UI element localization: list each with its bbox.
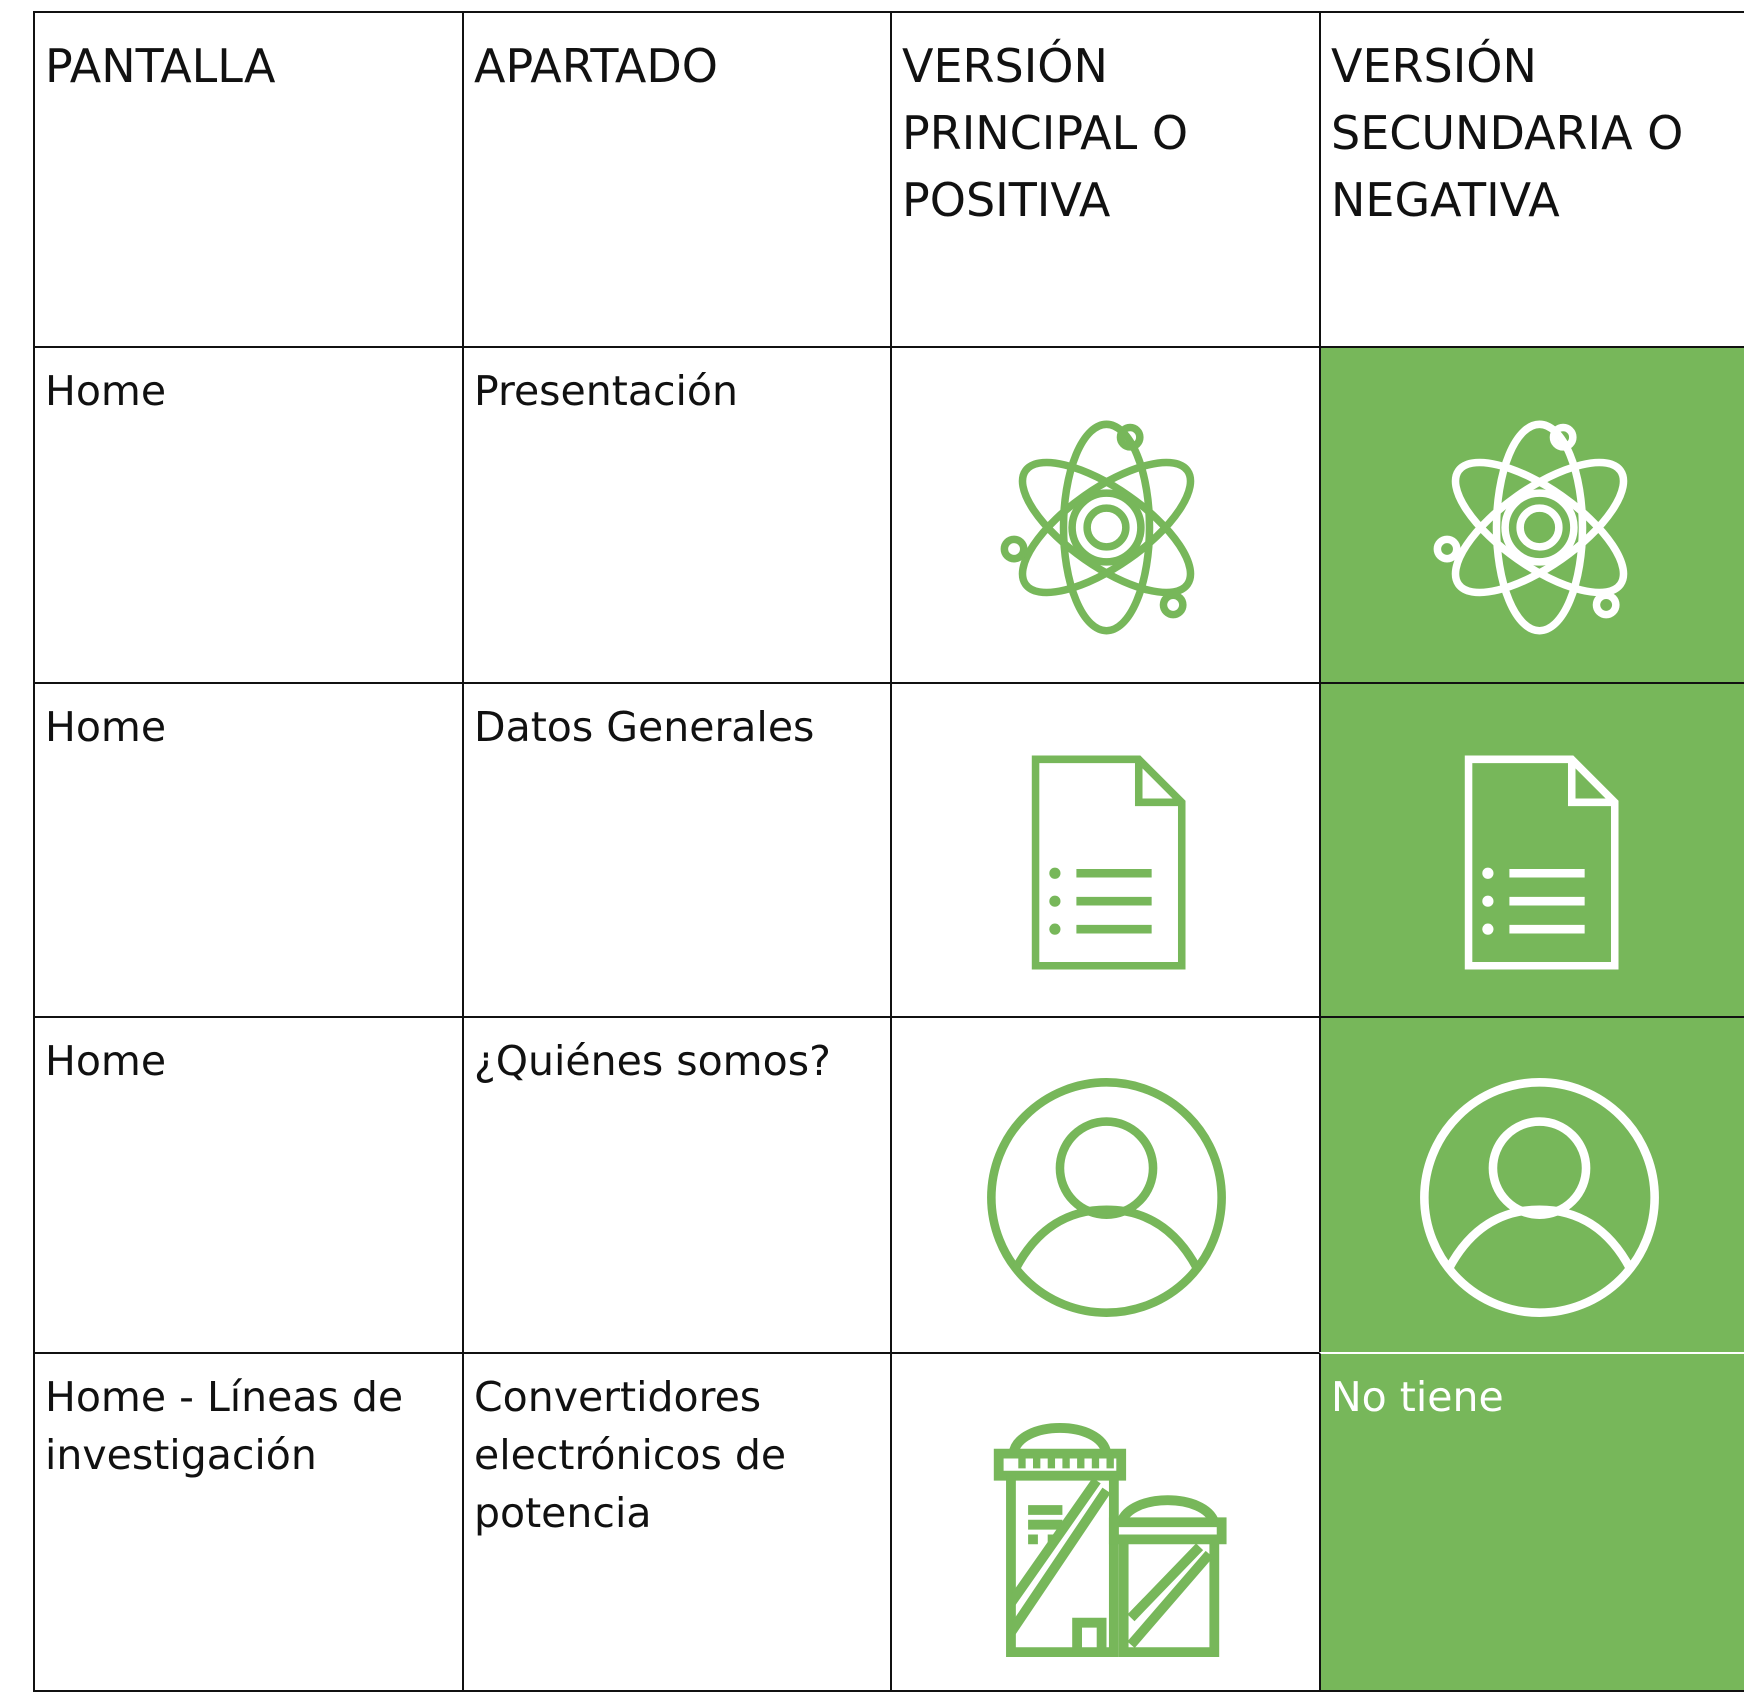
header-cell: VERSIÓN PRINCIPAL O POSITIVA bbox=[890, 11, 1321, 348]
apartado-cell: Datos Generales bbox=[462, 682, 892, 1018]
user-icon bbox=[984, 1075, 1229, 1320]
user-icon bbox=[1417, 1075, 1662, 1320]
header-cell: PANTALLA bbox=[33, 11, 464, 348]
document-icon bbox=[999, 755, 1214, 970]
note-cell: No tiene bbox=[1319, 1352, 1744, 1692]
icon-cell bbox=[1319, 1016, 1744, 1354]
icon-cell bbox=[1319, 682, 1744, 1018]
icon-cell bbox=[890, 682, 1321, 1018]
icon-cell bbox=[1319, 346, 1744, 684]
atom-icon bbox=[999, 420, 1214, 635]
plant-icon bbox=[984, 1412, 1229, 1657]
icon-cell bbox=[890, 346, 1321, 684]
pantalla-cell: Home bbox=[33, 682, 464, 1018]
atom-icon bbox=[1432, 420, 1647, 635]
icon-cell bbox=[890, 1352, 1321, 1692]
header-cell: VERSIÓN SECUNDARIA O NEGATIVA bbox=[1319, 11, 1744, 348]
header-cell: APARTADO bbox=[462, 11, 892, 348]
pantalla-cell: Home - Líneas de investigación bbox=[33, 1352, 464, 1692]
icon-cell bbox=[890, 1016, 1321, 1354]
apartado-cell: Convertidores electrónicos de potencia bbox=[462, 1352, 892, 1692]
apartado-cell: ¿Quiénes somos? bbox=[462, 1016, 892, 1354]
document-icon bbox=[1432, 755, 1647, 970]
apartado-cell: Presentación bbox=[462, 346, 892, 684]
pantalla-cell: Home bbox=[33, 346, 464, 684]
pantalla-cell: Home bbox=[33, 1016, 464, 1354]
